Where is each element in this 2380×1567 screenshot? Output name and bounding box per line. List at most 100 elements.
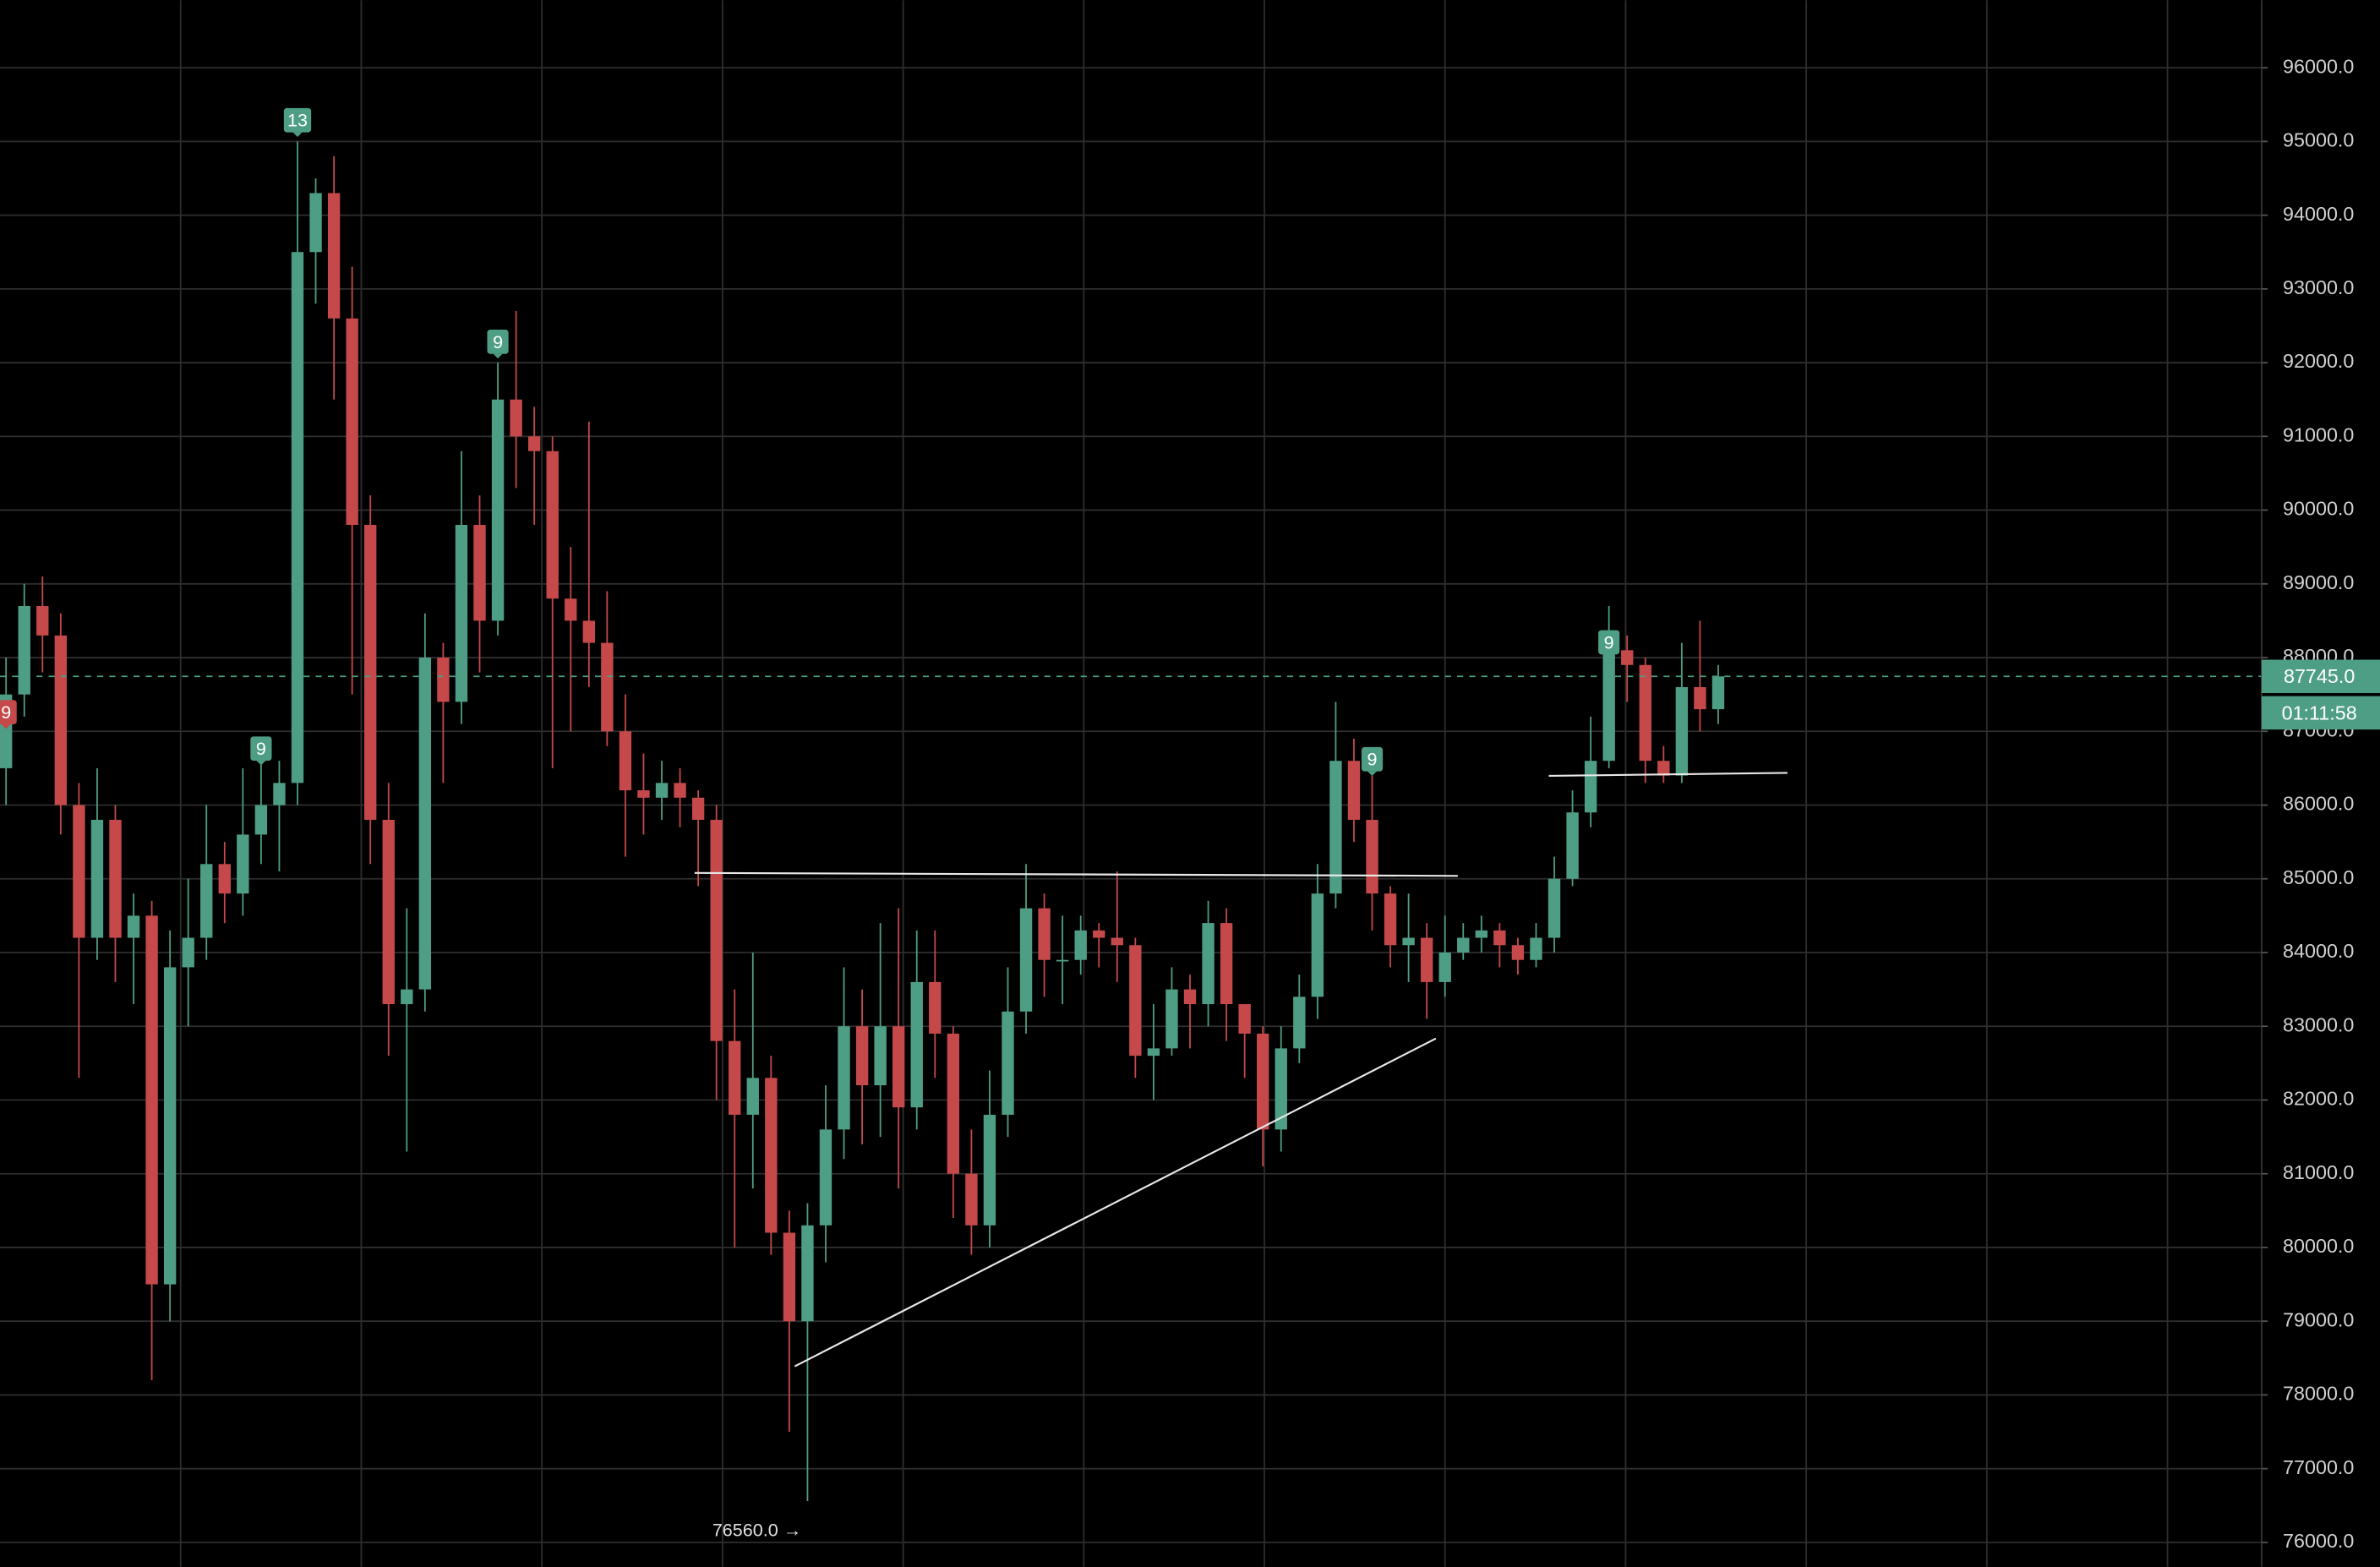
y-tick-label: 95000.0 [2283,129,2354,151]
y-tick-label: 90000.0 [2283,498,2354,520]
candle-body [1639,664,1651,762]
candle-body [729,1040,741,1115]
candle-body [910,981,923,1108]
candle-body [346,318,358,526]
y-tick-label: 94000.0 [2283,203,2354,225]
candle-body [73,805,85,938]
candle-body [1165,989,1178,1049]
y-tick-label: 97000.0 [2283,0,2354,3]
price-tag-label: 87745.0 [2284,665,2355,687]
signal-marker: 9 [250,736,272,766]
candle-body [1019,908,1033,1012]
y-tick-label: 86000.0 [2283,793,2354,815]
y-tick-label: 82000.0 [2283,1088,2354,1110]
candle-body [18,605,30,695]
y-tick-label: 92000.0 [2283,350,2354,372]
signal-marker: 9 [1598,630,1620,659]
candle-body [874,1026,887,1086]
candle-body [1675,686,1689,776]
candle-body [90,819,104,938]
candle-body [1420,937,1433,982]
candle-body [1293,996,1306,1049]
candle-body [619,731,632,791]
candle-body [1584,761,1597,813]
candle-body [309,193,322,253]
candle-body [674,783,686,798]
candle-body [1530,937,1542,960]
candle-body [929,981,942,1034]
y-tick-label: 96000.0 [2283,55,2354,77]
signal-marker: 13 [283,107,312,137]
marker-pointer [493,353,503,359]
plot: 9 9 13 9 9 9 76560.0 → [0,107,2262,1541]
candle-body [218,864,231,894]
candle-body [1602,650,1615,762]
candle-body [36,605,49,636]
candle-body [1038,908,1051,960]
candle-body [637,790,650,798]
candle-body [1056,959,1069,962]
candle-body [746,1078,759,1115]
candle-body [437,658,450,702]
candle-body [1711,676,1725,710]
marker-pointer [1367,771,1377,777]
candle-body [965,1173,978,1226]
signal-marker: 9 [0,700,17,729]
candle-body [109,819,122,938]
y-tick-label: 84000.0 [2283,940,2354,962]
candle-body [1493,930,1506,946]
signal-marker: 9 [487,330,509,359]
marker-pointer [1604,654,1614,659]
candle-body [1238,1004,1251,1034]
y-tick-label: 91000.0 [2283,423,2354,445]
y-tick-label: 89000.0 [2283,571,2354,593]
trend-line [694,871,1458,877]
candle-body [364,525,377,820]
candle-body [510,399,522,437]
candle-body [237,834,249,894]
candle-body [254,805,268,835]
candle-body [1548,878,1561,938]
candle-body [1511,945,1525,960]
candle-body [1366,819,1378,894]
candle-body [200,864,213,938]
marker-pointer [1,723,11,729]
candle-body [1329,761,1342,894]
marker-label: 9 [1367,749,1378,770]
signal-marker: 9 [1361,746,1384,777]
y-tick-label: 85000.0 [2283,866,2354,888]
candle-body [838,1026,850,1130]
candle-body [1657,761,1670,776]
marker-box [250,736,272,762]
candle-body [54,635,68,805]
y-tick-label: 93000.0 [2283,276,2354,298]
marker-box [1361,746,1384,772]
candle-body [691,797,705,820]
candle-body [455,525,468,702]
candle-body [1275,1048,1287,1130]
candle-body [601,642,614,732]
candle-body [1621,650,1634,665]
marker-box [1598,630,1620,655]
candle-body [710,819,723,1041]
candle-body [892,1026,905,1108]
low-label: 76560.0 → [712,1520,801,1541]
candle-body [1002,1011,1014,1115]
candle-body [855,1026,869,1086]
candle-body [1402,937,1415,946]
countdown-tag [2261,696,2380,730]
candle-body [1566,812,1579,879]
candle-body [983,1114,996,1226]
candle-body [473,525,486,621]
candle-body [163,967,177,1285]
y-tick-label: 76000.0 [2283,1530,2354,1552]
y-tick-label: 83000.0 [2283,1013,2354,1035]
candle-body [819,1129,832,1226]
marker-pointer [256,761,266,766]
countdown-label: 01:11:58 [2282,702,2357,723]
candle-body [527,436,541,451]
candle-body [1074,930,1087,960]
candle-body [582,620,595,643]
